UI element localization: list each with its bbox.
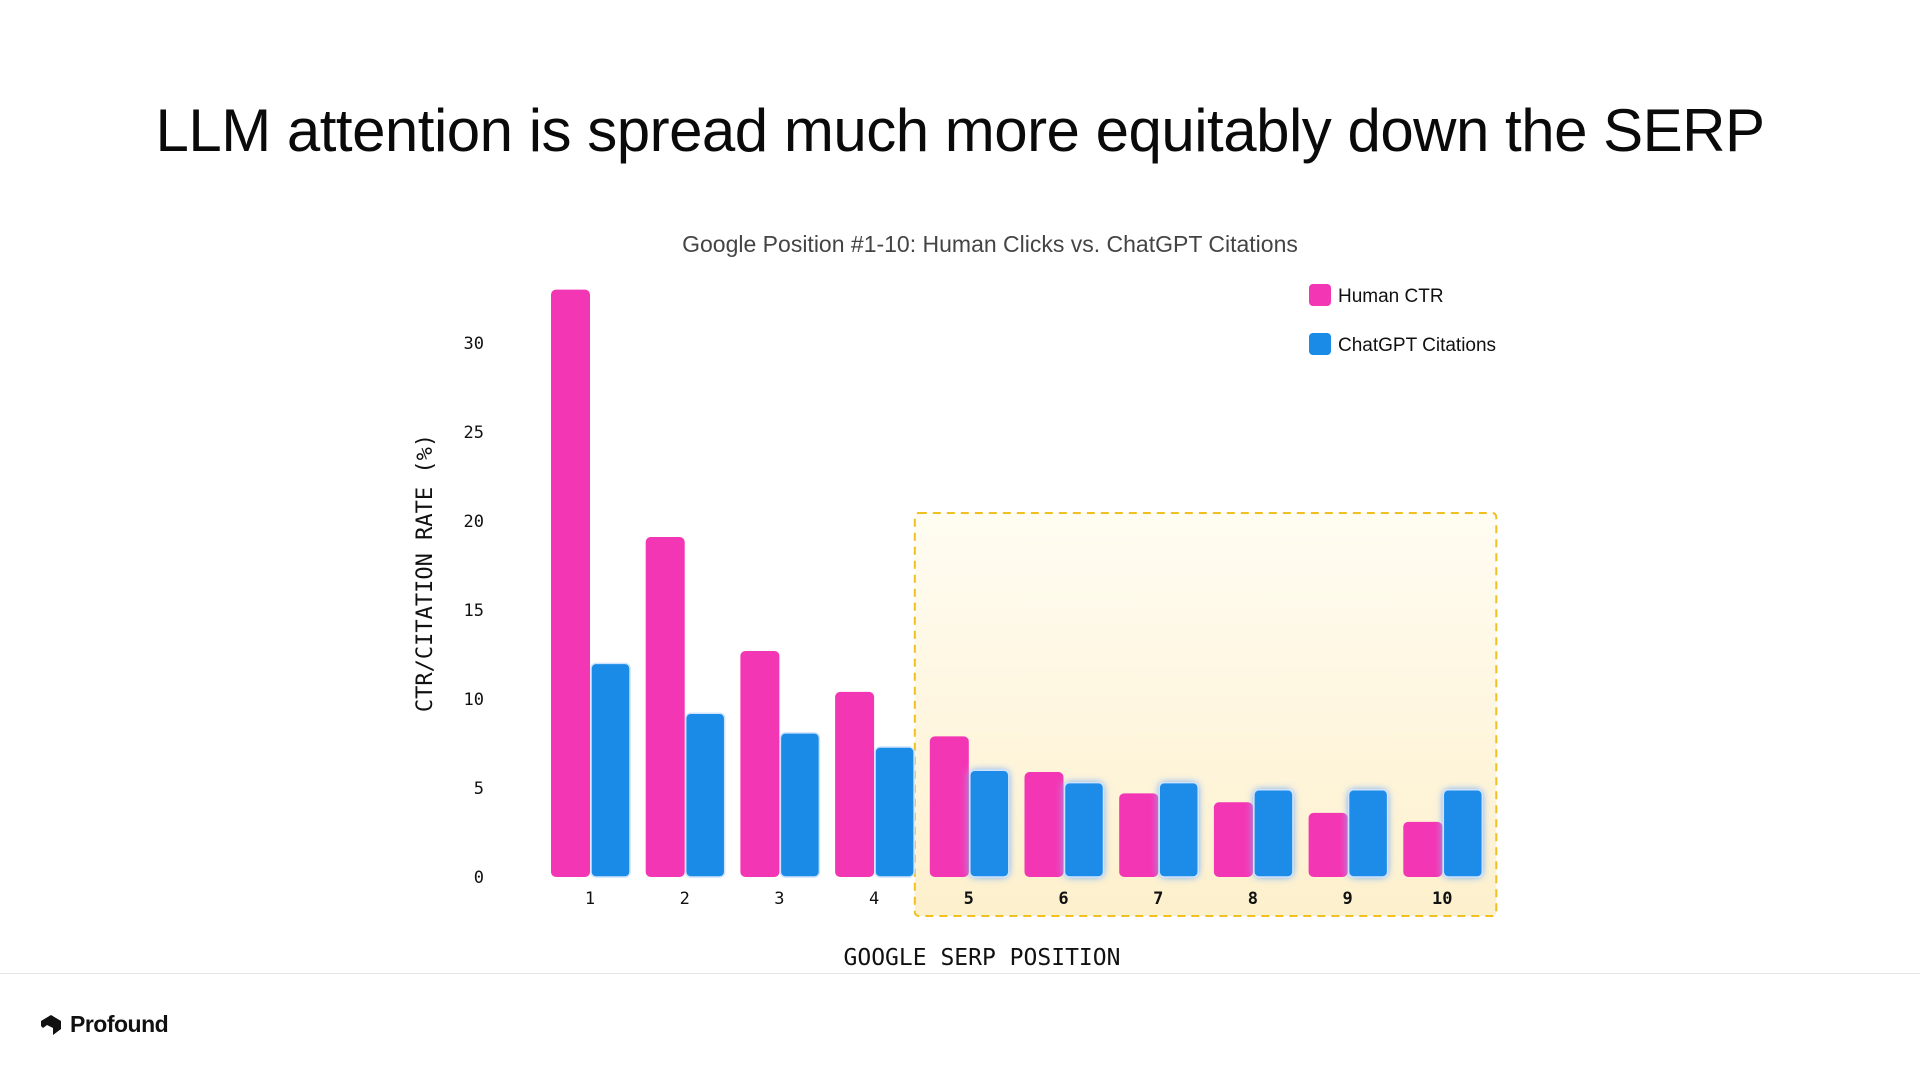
x-axis-label: GOOGLE SERP POSITION bbox=[844, 945, 1121, 971]
bar-chatgpt-citations-4 bbox=[874, 746, 915, 878]
bar-chatgpt-citations-5 bbox=[969, 769, 1010, 878]
brand-name: Profound bbox=[70, 1011, 169, 1037]
page-title: LLM attention is spread much more equita… bbox=[155, 97, 1765, 164]
y-tick-label: 15 bbox=[464, 601, 484, 621]
bar-chatgpt-citations-3 bbox=[779, 732, 821, 878]
x-tick-label: 6 bbox=[1058, 889, 1068, 909]
x-tick-label: 1 bbox=[585, 889, 595, 909]
y-axis-label: CTR/CITATION RATE (%) bbox=[413, 434, 438, 712]
bar-human-ctr-10 bbox=[1403, 821, 1443, 877]
legend-label-human-ctr: Human CTR bbox=[1338, 286, 1444, 307]
bar-human-ctr-8 bbox=[1213, 802, 1253, 877]
y-tick-label: 30 bbox=[464, 334, 484, 354]
bar-human-ctr-7 bbox=[1119, 793, 1159, 877]
bar-human-ctr-3 bbox=[740, 650, 780, 877]
legend-swatch-human-ctr bbox=[1309, 284, 1331, 306]
legend-label-chatgpt: ChatGPT Citations bbox=[1338, 335, 1496, 356]
x-tick-label: 4 bbox=[869, 889, 879, 909]
x-tick-label: 2 bbox=[680, 889, 690, 909]
chart-title: Google Position #1-10: Human Clicks vs. … bbox=[682, 231, 1298, 257]
bar-chatgpt-citations-9 bbox=[1347, 789, 1389, 878]
brand-logo: Profound bbox=[40, 1011, 169, 1038]
x-tick-label: 7 bbox=[1153, 889, 1163, 909]
y-tick-label: 25 bbox=[464, 423, 484, 443]
y-tick-label: 10 bbox=[464, 690, 484, 710]
bar-chart: Google Position #1-10: Human Clicks vs. … bbox=[413, 231, 1498, 971]
x-tick-label: 9 bbox=[1342, 889, 1352, 909]
x-tick-label: 5 bbox=[964, 889, 974, 909]
bar-human-ctr-9 bbox=[1308, 812, 1348, 877]
footer-divider bbox=[0, 973, 1920, 974]
bar-chatgpt-citations-6 bbox=[1063, 781, 1105, 878]
bar-human-ctr-2 bbox=[645, 537, 685, 877]
x-tick-label: 3 bbox=[774, 889, 784, 909]
bar-chatgpt-citations-8 bbox=[1253, 789, 1294, 878]
bar-human-ctr-5 bbox=[929, 736, 969, 877]
bar-chatgpt-citations-7 bbox=[1158, 781, 1199, 878]
legend: Human CTR ChatGPT Citations bbox=[1309, 284, 1496, 356]
y-tick-label: 5 bbox=[474, 779, 484, 799]
bar-human-ctr-1 bbox=[551, 289, 590, 878]
y-tick-label: 20 bbox=[464, 512, 484, 532]
legend-swatch-chatgpt bbox=[1309, 333, 1331, 355]
bar-chatgpt-citations-2 bbox=[684, 712, 726, 878]
bar-chatgpt-citations-1 bbox=[590, 662, 631, 878]
bar-chatgpt-citations-10 bbox=[1442, 789, 1484, 878]
bar-human-ctr-6 bbox=[1024, 771, 1064, 877]
y-tick-label: 0 bbox=[474, 868, 484, 888]
x-tick-label: 8 bbox=[1248, 889, 1258, 909]
bar-human-ctr-4 bbox=[835, 691, 875, 877]
profound-logo-icon bbox=[41, 1014, 61, 1035]
x-tick-label: 10 bbox=[1432, 889, 1452, 909]
